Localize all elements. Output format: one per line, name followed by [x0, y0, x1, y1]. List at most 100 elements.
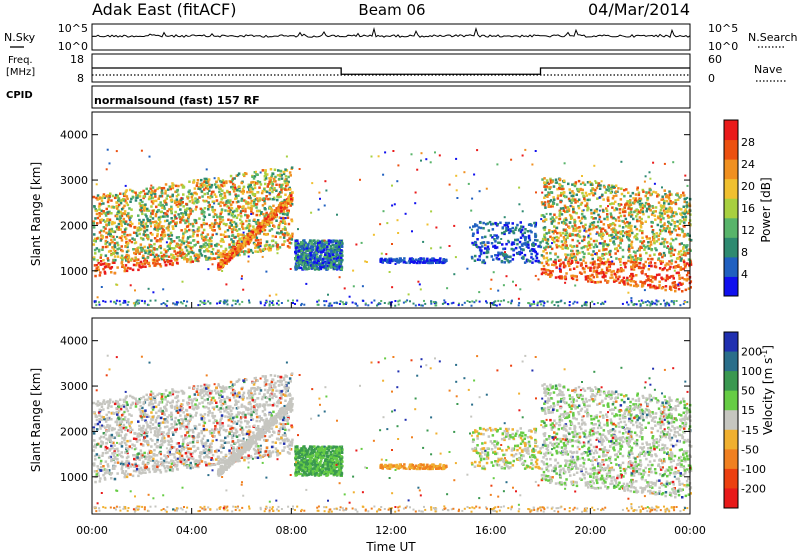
- data-point: [616, 231, 620, 234]
- data-point: [185, 202, 188, 206]
- data-point: [550, 247, 554, 251]
- data-point: [641, 236, 644, 240]
- data-point: [125, 201, 128, 205]
- data-point: [589, 246, 592, 250]
- data-point: [185, 225, 189, 228]
- data-point: [186, 220, 190, 223]
- data-point: [275, 231, 279, 235]
- data-point: [182, 193, 185, 196]
- data-point: [547, 205, 550, 208]
- data-point: [119, 192, 122, 195]
- data-point: [142, 238, 145, 241]
- data-point: [627, 226, 630, 229]
- data-point: [160, 303, 163, 306]
- data-point: [215, 252, 218, 255]
- data-point: [558, 231, 562, 235]
- data-point: [627, 191, 630, 194]
- data-point: [619, 260, 622, 264]
- data-point: [551, 237, 554, 240]
- data-point: [198, 217, 201, 220]
- data-point: [545, 241, 548, 244]
- data-point: [189, 255, 192, 259]
- data-point: [635, 237, 638, 241]
- data-point: [157, 224, 160, 227]
- data-point: [145, 259, 148, 263]
- data-point: [267, 197, 270, 201]
- data-point: [244, 227, 248, 230]
- data-point: [630, 266, 634, 269]
- data-point: [99, 256, 102, 259]
- data-point: [233, 209, 237, 213]
- data-point: [662, 242, 666, 245]
- data-point: [133, 248, 136, 251]
- data-point: [589, 208, 593, 212]
- data-point: [670, 262, 673, 265]
- data-point: [193, 254, 197, 257]
- data-point: [202, 228, 206, 232]
- data-point: [128, 239, 131, 242]
- data-point: [310, 256, 314, 259]
- data-point: [332, 250, 336, 253]
- data-point: [263, 202, 267, 205]
- data-point: [107, 198, 110, 202]
- data-point: [105, 231, 108, 235]
- data-point: [569, 268, 572, 271]
- data-point: [231, 212, 234, 216]
- data-point: [553, 225, 556, 228]
- data-point: [598, 263, 602, 266]
- data-point: [478, 300, 481, 303]
- data-point: [273, 168, 277, 171]
- data-point: [553, 304, 556, 306]
- data-point: [219, 179, 222, 183]
- data-point: [151, 233, 154, 236]
- data-point: [210, 251, 213, 254]
- data-point: [629, 208, 633, 211]
- data-point: [606, 196, 610, 199]
- data-point: [143, 262, 147, 265]
- data-point: [287, 222, 291, 226]
- data-point: [670, 202, 673, 205]
- data-point: [94, 240, 97, 243]
- data-point: [644, 220, 647, 223]
- data-point: [682, 235, 686, 238]
- data-point: [671, 214, 674, 217]
- data-point: [222, 264, 225, 267]
- data-point: [138, 232, 141, 236]
- data-point: [476, 231, 479, 234]
- data-point: [222, 233, 225, 237]
- data-point: [620, 232, 623, 235]
- data-point: [187, 241, 190, 244]
- data-point: [519, 236, 523, 239]
- data-point: [124, 199, 127, 203]
- data-point: [113, 255, 117, 258]
- data-point: [518, 227, 522, 231]
- data-point: [237, 252, 240, 255]
- data-point: [678, 219, 682, 222]
- data-point: [231, 200, 235, 204]
- data-point: [338, 303, 341, 305]
- data-point: [188, 245, 192, 249]
- data-point: [148, 243, 151, 247]
- data-point: [154, 262, 158, 265]
- data-point: [228, 225, 231, 228]
- data-point: [670, 251, 673, 255]
- data-point: [268, 180, 271, 184]
- data-point: [117, 203, 121, 207]
- data-point: [181, 236, 185, 240]
- data-point: [667, 215, 671, 219]
- data-point: [142, 225, 146, 228]
- data-point: [608, 268, 612, 272]
- data-point: [204, 186, 208, 190]
- data-point: [128, 223, 131, 227]
- data-point: [187, 251, 190, 254]
- data-point: [110, 222, 114, 226]
- data-point: [580, 263, 583, 267]
- data-point: [559, 245, 563, 249]
- data-point: [117, 228, 120, 231]
- data-point: [160, 226, 164, 229]
- data-point: [501, 243, 504, 246]
- data-point: [146, 256, 149, 259]
- data-point: [559, 234, 563, 237]
- data-point: [217, 202, 221, 205]
- data-point: [110, 271, 113, 274]
